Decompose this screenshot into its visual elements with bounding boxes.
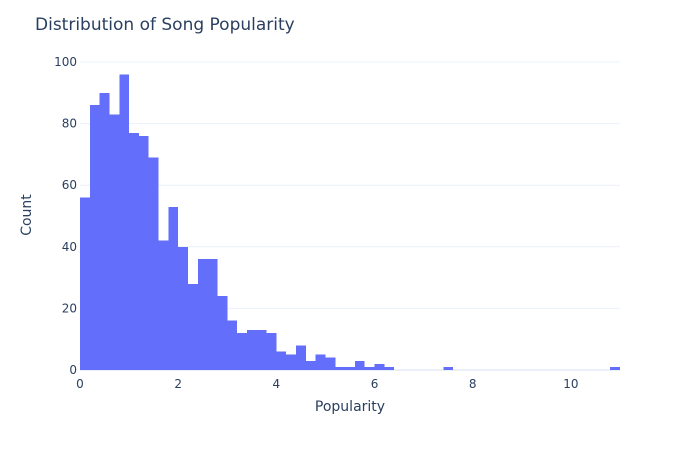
histogram-bar xyxy=(207,259,218,370)
x-tick-labels: 0 2 4 6 8 10 xyxy=(76,377,578,391)
y-tick-labels: 0 20 40 60 80 100 xyxy=(54,55,77,377)
x-tick-label: 4 xyxy=(273,377,281,391)
histogram-bar xyxy=(374,363,385,370)
histogram-bar xyxy=(246,329,257,370)
histogram-bar xyxy=(138,135,149,370)
x-tick-label: 6 xyxy=(371,377,379,391)
histogram-bar xyxy=(335,366,346,370)
histogram-bar xyxy=(217,296,228,370)
histogram-bar xyxy=(364,366,375,370)
histogram-bar xyxy=(178,246,188,370)
y-tick-label: 20 xyxy=(62,301,77,315)
y-tick-label: 60 xyxy=(62,178,77,192)
histogram-bar xyxy=(266,333,277,370)
chart-title: Distribution of Song Popularity xyxy=(35,15,295,35)
y-axis-title: Count xyxy=(19,194,35,236)
y-tick-label: 80 xyxy=(62,117,77,131)
histogram-bar xyxy=(305,360,316,370)
y-tick-label: 0 xyxy=(69,363,77,377)
bars xyxy=(80,74,620,371)
histogram-bar xyxy=(354,360,365,370)
histogram-bar xyxy=(384,366,395,370)
x-tick-label: 0 xyxy=(76,377,84,391)
histogram-bar xyxy=(325,357,336,370)
histogram-bar xyxy=(197,259,208,370)
histogram-bar xyxy=(129,132,139,370)
y-tick-label: 100 xyxy=(54,55,77,69)
histogram-bar xyxy=(286,354,296,370)
histogram-bar xyxy=(148,157,159,370)
histogram-bar xyxy=(109,114,120,370)
histogram-bar xyxy=(315,354,326,370)
histogram-bar xyxy=(345,366,355,370)
x-tick-label: 2 xyxy=(174,377,182,391)
histogram-bar xyxy=(276,351,287,370)
histogram-bar xyxy=(188,283,198,370)
histogram-bar xyxy=(158,240,169,370)
histogram-bar xyxy=(89,105,100,371)
x-axis-title: Popularity xyxy=(315,399,385,415)
histogram-bar xyxy=(80,197,90,370)
histogram-bar xyxy=(168,206,179,370)
histogram-bar xyxy=(227,320,238,370)
histogram-bar xyxy=(610,366,620,370)
histogram-bar xyxy=(99,92,110,371)
histogram-bar xyxy=(443,366,454,370)
histogram-bar xyxy=(119,74,130,370)
y-tick-label: 40 xyxy=(62,240,77,254)
histogram-bar xyxy=(237,333,247,370)
x-tick-label: 8 xyxy=(469,377,477,391)
histogram-bar xyxy=(296,345,306,370)
histogram-bar xyxy=(256,329,267,370)
x-tick-label: 10 xyxy=(563,377,578,391)
